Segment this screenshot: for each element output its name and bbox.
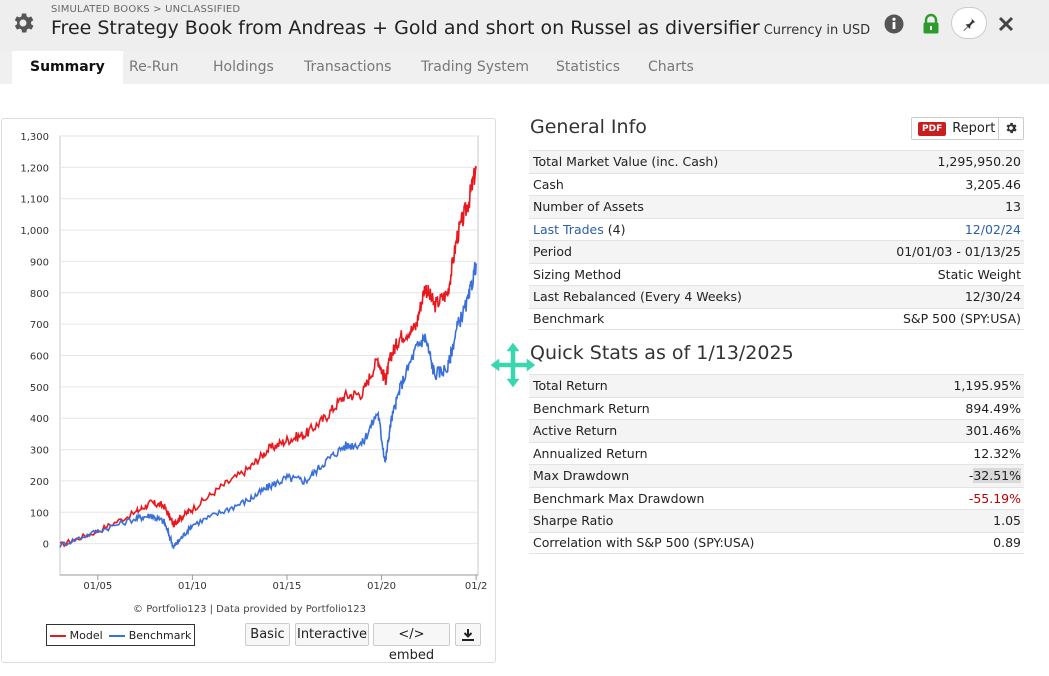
tab-bar: Summary Re-Run Holdings Transactions Tra… xyxy=(0,51,1049,84)
table-row: Total Return 1,195.95% xyxy=(529,374,1024,397)
series-line-model xyxy=(59,165,477,548)
tab-statistics[interactable]: Statistics xyxy=(556,59,620,75)
y-tick-label: 800 xyxy=(30,289,49,300)
report-settings-icon[interactable] xyxy=(1004,121,1018,135)
pin-icon xyxy=(963,17,975,31)
table-row: Active Return 301.46% xyxy=(529,419,1024,442)
y-tick-label: 700 xyxy=(30,320,49,331)
y-tick-label: 1,300 xyxy=(20,132,49,143)
table-row: Annualized Return 12.32% xyxy=(529,441,1024,465)
performance-chart[interactable]: 1,300 1,200 1,100 1,000 900 800 700 600 500 400 30… xyxy=(2,119,497,599)
report-label: Report xyxy=(952,121,996,136)
x-tick-label: 01/20 xyxy=(367,581,396,592)
y-tick-label: 200 xyxy=(30,477,49,488)
table-row: Total Market Value (inc. Cash) 1,295,950… xyxy=(529,150,1024,173)
table-row: Correlation with S&P 500 (SPY:USA) 0.89 xyxy=(529,531,1024,554)
currency-label: Currency in USD xyxy=(763,23,871,38)
move-cursor-icon xyxy=(490,342,536,388)
max-drawdown-value: 32.51% xyxy=(973,468,1021,484)
performance-chart-panel: 1,300 1,200 1,100 1,000 900 800 700 600 500 400 30… xyxy=(1,118,496,663)
legend-item-benchmark[interactable]: Benchmark xyxy=(108,629,191,642)
basic-button[interactable]: Basic xyxy=(245,623,290,646)
y-tick-label: 1,100 xyxy=(20,195,49,206)
general-info-table: Total Market Value (inc. Cash) 1,295,950… xyxy=(529,150,1024,330)
tab-summary[interactable]: Summary xyxy=(12,51,123,84)
y-tick-label: 300 xyxy=(30,446,49,457)
tab-transactions[interactable]: Transactions xyxy=(304,59,392,75)
y-tick-label: 400 xyxy=(30,414,49,425)
x-tick-label: 01/05 xyxy=(83,581,112,592)
quick-stats-title: Quick Stats as of 1/13/2025 xyxy=(530,342,794,364)
embed-button[interactable]: </> embed xyxy=(373,623,450,663)
last-trades-link[interactable]: Last Trades xyxy=(533,221,604,237)
x-tick-label: 01/15 xyxy=(273,581,302,592)
tab-trading-system[interactable]: Trading System xyxy=(421,59,530,75)
interactive-button[interactable]: Interactive xyxy=(295,623,369,646)
report-button[interactable]: PDF Report xyxy=(911,117,1024,140)
tab-holdings[interactable]: Holdings xyxy=(213,59,274,75)
download-icon xyxy=(462,629,474,641)
table-row: Benchmark S&P 500 (SPY:USA) xyxy=(529,307,1024,330)
y-tick-label: 1,000 xyxy=(20,226,49,237)
legend-item-model[interactable]: Model xyxy=(49,629,103,642)
tab-re-run[interactable]: Re-Run xyxy=(129,59,179,75)
tab-charts[interactable]: Charts xyxy=(648,59,694,75)
lock-icon[interactable] xyxy=(920,13,942,35)
quick-stats-table: Total Return 1,195.95% Benchmark Return … xyxy=(529,374,1024,554)
x-tick-label: 01/10 xyxy=(178,581,207,592)
page-title: Free Strategy Book from Andreas + Gold a… xyxy=(51,17,760,39)
table-row: Benchmark Return 894.49% xyxy=(529,396,1024,420)
y-tick-label: 100 xyxy=(30,508,49,519)
table-row: Last Rebalanced (Every 4 Weeks) 12/30/24 xyxy=(529,285,1024,308)
y-tick-label: 500 xyxy=(30,383,49,394)
y-tick-label: 1,200 xyxy=(20,163,49,174)
table-row: Period 01/01/03 - 01/13/25 xyxy=(529,240,1024,263)
last-trades-date-link[interactable]: 12/02/24 xyxy=(964,221,1021,237)
general-info-title: General Info xyxy=(530,116,647,138)
close-icon[interactable] xyxy=(995,13,1017,35)
chart-legend: Model Benchmark xyxy=(46,624,195,646)
table-row: Cash 3,205.46 xyxy=(529,172,1024,196)
x-tick-label: 01/2 xyxy=(465,581,487,592)
pin-button[interactable] xyxy=(951,7,987,39)
table-row: Max Drawdown -32.51% xyxy=(529,464,1024,487)
pdf-icon: PDF xyxy=(918,121,947,136)
series-line-benchmark xyxy=(59,262,477,549)
gear-icon[interactable] xyxy=(10,10,36,36)
breadcrumb[interactable]: SIMULATED BOOKS > UNCLASSIFIED xyxy=(51,4,241,15)
table-row: Number of Assets 13 xyxy=(529,195,1024,218)
table-row: Benchmark Max Drawdown -55.19% xyxy=(529,486,1024,510)
chart-credit: © Portfolio123 | Data provided by Portfo… xyxy=(133,604,366,615)
table-row: Sharpe Ratio 1.05 xyxy=(529,509,1024,532)
y-tick-label: 600 xyxy=(30,352,49,363)
info-icon[interactable] xyxy=(883,13,905,35)
y-tick-label: 0 xyxy=(43,540,49,551)
table-row: Last Trades (4) 12/02/24 xyxy=(529,217,1024,241)
table-row: Sizing Method Static Weight xyxy=(529,262,1024,286)
header-bar: SIMULATED BOOKS > UNCLASSIFIED Free Stra… xyxy=(0,0,1049,51)
y-tick-label: 900 xyxy=(30,257,49,268)
download-button[interactable] xyxy=(455,623,481,646)
